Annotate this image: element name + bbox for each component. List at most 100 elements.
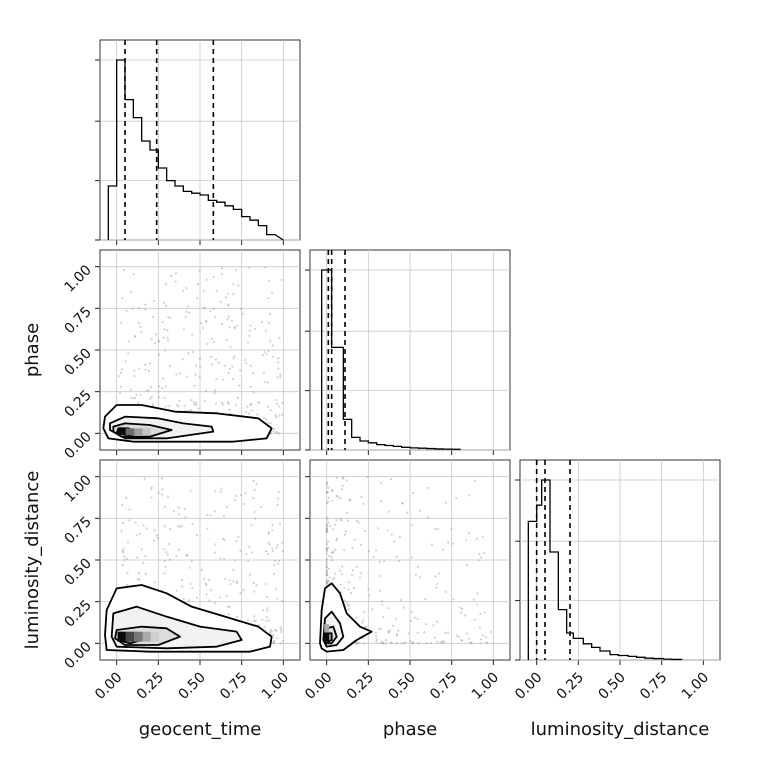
scatter-point (144, 308, 147, 311)
scatter-point (276, 562, 280, 565)
scatter-point (127, 340, 131, 343)
axis-label-y-phase: phase (22, 323, 43, 377)
scatter-point (127, 352, 130, 355)
scatter-point (468, 641, 471, 644)
scatter-point (466, 563, 469, 567)
scatter-point (239, 369, 242, 372)
scatter-point (149, 397, 152, 400)
scatter-point (334, 548, 337, 552)
scatter-point (195, 364, 198, 367)
scatter-point (375, 640, 378, 643)
scatter-point (278, 414, 281, 417)
scatter-point (252, 391, 255, 394)
scatter-point (265, 549, 268, 553)
scatter-point (467, 532, 470, 535)
scatter-point (147, 389, 150, 392)
scatter-point (269, 409, 272, 412)
y-tick-label: 0.50 (61, 556, 94, 589)
scatter-point (327, 546, 330, 549)
scatter-point (172, 510, 175, 513)
scatter-point (214, 316, 217, 319)
scatter-point (163, 327, 166, 331)
scatter-point (264, 582, 267, 586)
scatter-point (331, 559, 334, 562)
scatter-point (249, 402, 253, 406)
scatter-point (348, 499, 351, 502)
scatter-point (351, 568, 355, 572)
scatter-point (486, 641, 489, 644)
scatter-point (460, 639, 464, 642)
scatter-point (273, 639, 276, 642)
scatter-point (169, 316, 172, 319)
scatter-point (351, 546, 354, 549)
scatter-point (253, 510, 256, 513)
scatter-point (158, 340, 161, 343)
scatter-point (387, 510, 390, 513)
scatter-point (325, 516, 328, 519)
scatter-point (203, 400, 206, 403)
scatter-point (166, 339, 169, 342)
scatter-point (325, 573, 328, 576)
scatter-point (248, 545, 251, 549)
scatter-point (227, 315, 230, 318)
scatter-point (161, 320, 164, 324)
scatter-point (325, 580, 328, 583)
scatter-point (154, 333, 157, 336)
y-tick-label: 0.75 (61, 304, 94, 337)
scatter-point (341, 484, 344, 487)
scatter-point (380, 600, 384, 603)
scatter-point (379, 628, 382, 631)
scatter-point (275, 597, 279, 600)
scatter-point (325, 547, 328, 550)
scatter-point (326, 502, 329, 505)
scatter-point (179, 525, 182, 528)
scatter-point (281, 599, 284, 602)
scatter-point (327, 580, 330, 583)
scatter-point (353, 586, 356, 590)
scatter-point (281, 413, 284, 416)
x-tick-label: 0.75 (637, 670, 670, 703)
scatter-point (189, 582, 192, 586)
scatter-point (131, 307, 134, 310)
scatter-point (339, 569, 342, 572)
scatter-point (470, 641, 473, 644)
scatter-point (180, 524, 183, 527)
scatter-point (200, 322, 203, 325)
scatter-point (250, 523, 253, 526)
scatter-point (332, 528, 335, 531)
scatter-point (157, 340, 160, 343)
scatter-point (221, 403, 225, 406)
scatter-point (254, 619, 257, 623)
scatter-point (277, 491, 280, 494)
scatter-point (248, 573, 251, 576)
scatter-point (365, 625, 368, 628)
scatter-point (177, 548, 181, 552)
density-cell (142, 631, 151, 642)
scatter-point (255, 584, 258, 587)
scatter-point (436, 640, 439, 643)
scatter-point (202, 577, 206, 580)
scatter-point (125, 557, 128, 561)
density-cell (117, 631, 126, 642)
scatter-point (267, 349, 270, 353)
scatter-point (275, 416, 278, 419)
scatter-point (455, 497, 458, 500)
scatter-point (252, 615, 256, 618)
scatter-point (126, 572, 129, 575)
scatter-point (479, 612, 482, 616)
scatter-point (400, 642, 403, 645)
scatter-point (163, 572, 166, 575)
scatter-point (222, 378, 225, 381)
scatter-point (157, 491, 160, 494)
scatter-point (262, 609, 265, 612)
scatter-point (399, 599, 402, 602)
x-tick-label: 0.25 (134, 670, 167, 703)
scatter-point (220, 267, 224, 270)
scatter-point (253, 488, 256, 491)
scatter-point (325, 547, 328, 550)
scatter-point (271, 355, 274, 358)
scatter-point (177, 405, 180, 408)
scatter-point (379, 482, 383, 485)
scatter-point (195, 401, 198, 404)
scatter-point (479, 638, 483, 641)
